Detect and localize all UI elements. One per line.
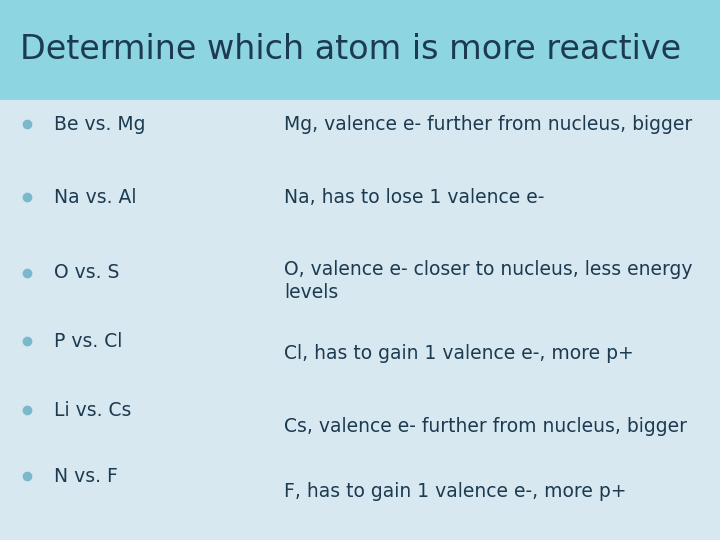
Text: N vs. F: N vs. F	[54, 467, 118, 486]
Text: Na vs. Al: Na vs. Al	[54, 187, 137, 207]
FancyBboxPatch shape	[0, 0, 720, 100]
Text: Li vs. Cs: Li vs. Cs	[54, 401, 131, 420]
Text: Na, has to lose 1 valence e-: Na, has to lose 1 valence e-	[284, 187, 545, 207]
Text: F, has to gain 1 valence e-, more p+: F, has to gain 1 valence e-, more p+	[284, 482, 627, 501]
Text: Cl, has to gain 1 valence e-, more p+: Cl, has to gain 1 valence e-, more p+	[284, 344, 634, 363]
Text: Determine which atom is more reactive: Determine which atom is more reactive	[20, 33, 681, 66]
Text: Be vs. Mg: Be vs. Mg	[54, 114, 145, 134]
Text: Cs, valence e- further from nucleus, bigger: Cs, valence e- further from nucleus, big…	[284, 417, 688, 436]
Text: Mg, valence e- further from nucleus, bigger: Mg, valence e- further from nucleus, big…	[284, 114, 693, 134]
Text: O vs. S: O vs. S	[54, 263, 120, 282]
Text: P vs. Cl: P vs. Cl	[54, 332, 122, 351]
Text: O, valence e- closer to nucleus, less energy
levels: O, valence e- closer to nucleus, less en…	[284, 260, 693, 302]
